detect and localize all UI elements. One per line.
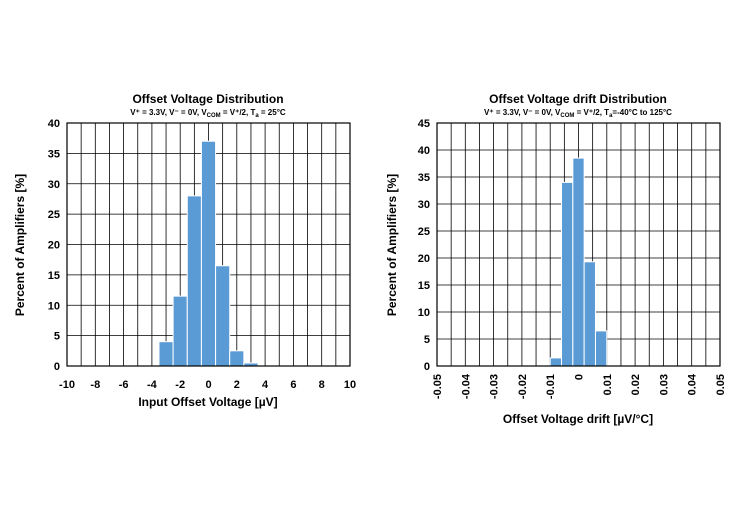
- x-tick-label: -0.04: [460, 373, 472, 399]
- plot-frame: [66, 122, 351, 367]
- y-tick-label: 25: [418, 226, 430, 238]
- y-tick-label: 5: [424, 334, 430, 346]
- histogram-bar: [158, 341, 174, 367]
- y-tick-label: 0: [54, 361, 60, 373]
- histogram-bar: [229, 350, 245, 367]
- plot-frame: [436, 122, 721, 367]
- y-axis-label: Percent of Amplifiers [%]: [13, 174, 27, 316]
- chart-subtitle: V⁺ = 3.3V, V⁻ = 0V, VCOM = V⁺/2, Ta = 25…: [130, 108, 286, 119]
- y-tick-label: 45: [418, 118, 430, 130]
- x-tick-label: 0: [205, 379, 211, 391]
- chart-title: Offset Voltage Distribution: [132, 92, 283, 106]
- offset-voltage-distribution-chart: Offset Voltage Distribution V⁺ = 3.3V, V…: [13, 92, 356, 409]
- x-tick-label: 0.02: [630, 374, 642, 395]
- histogram-bar: [561, 181, 574, 367]
- x-tick-label: -8: [90, 379, 100, 391]
- histogram-bar: [215, 265, 231, 367]
- y-tick-label: 25: [48, 209, 60, 221]
- y-tick-label: 20: [48, 240, 60, 252]
- x-tick-label: -0.05: [432, 374, 444, 399]
- x-tick-label: 0.01: [602, 374, 614, 395]
- y-tick-label: 0: [424, 361, 430, 373]
- y-tick-label: 5: [54, 331, 60, 343]
- y-tick-label: 10: [48, 300, 60, 312]
- y-tick-label: 10: [418, 307, 430, 319]
- x-tick-label: 10: [344, 379, 356, 391]
- x-tick-label: 0.05: [715, 374, 727, 395]
- y-tick-label: 30: [418, 199, 430, 211]
- histogram-bar: [583, 261, 596, 367]
- histogram-bar: [549, 357, 563, 367]
- y-tick-label: 20: [418, 253, 430, 265]
- x-tick-label: 2: [234, 379, 240, 391]
- y-tick-label: 35: [418, 172, 430, 184]
- chart-subtitle: V⁺ = 3.3V, V⁻ = 0V, VCOM = V⁺/2, Ta=-40°…: [484, 108, 672, 119]
- x-tick-label: -6: [119, 379, 129, 391]
- x-tick-label: -0.01: [545, 374, 557, 399]
- y-tick-label: 40: [48, 118, 60, 130]
- histogram-bar: [172, 295, 188, 367]
- y-tick-label: 35: [48, 148, 60, 160]
- y-tick-label: 15: [48, 270, 60, 282]
- y-axis-label: Percent of Amplifiers [%]: [385, 174, 399, 316]
- chart-title: Offset Voltage drift Distribution: [489, 92, 667, 106]
- histogram-bar: [594, 330, 608, 367]
- histogram-bar: [200, 140, 217, 367]
- y-tick-label: 40: [418, 145, 430, 157]
- x-axis-label: Input Offset Voltage [µV]: [138, 395, 277, 409]
- x-tick-label: 4: [262, 379, 269, 391]
- y-tick-label: 30: [48, 179, 60, 191]
- x-tick-label: 0.03: [658, 374, 670, 395]
- x-tick-label: -0.02: [517, 374, 529, 399]
- x-tick-label: -2: [175, 379, 185, 391]
- histogram-bar: [186, 195, 202, 367]
- offset-voltage-drift-distribution-chart: Offset Voltage drift Distribution V⁺ = 3…: [385, 92, 727, 426]
- x-tick-label: -4: [147, 379, 158, 391]
- x-tick-label: 6: [290, 379, 296, 391]
- x-tick-label: 8: [319, 379, 325, 391]
- y-tick-label: 15: [418, 280, 430, 292]
- x-tick-label: 0.04: [687, 373, 699, 395]
- x-tick-label: -10: [59, 379, 75, 391]
- x-tick-label: 0: [574, 374, 586, 380]
- x-axis-label: Offset Voltage drift [µV/°C]: [503, 412, 653, 426]
- x-tick-label: -0.03: [489, 374, 501, 399]
- histogram-bar: [572, 157, 585, 367]
